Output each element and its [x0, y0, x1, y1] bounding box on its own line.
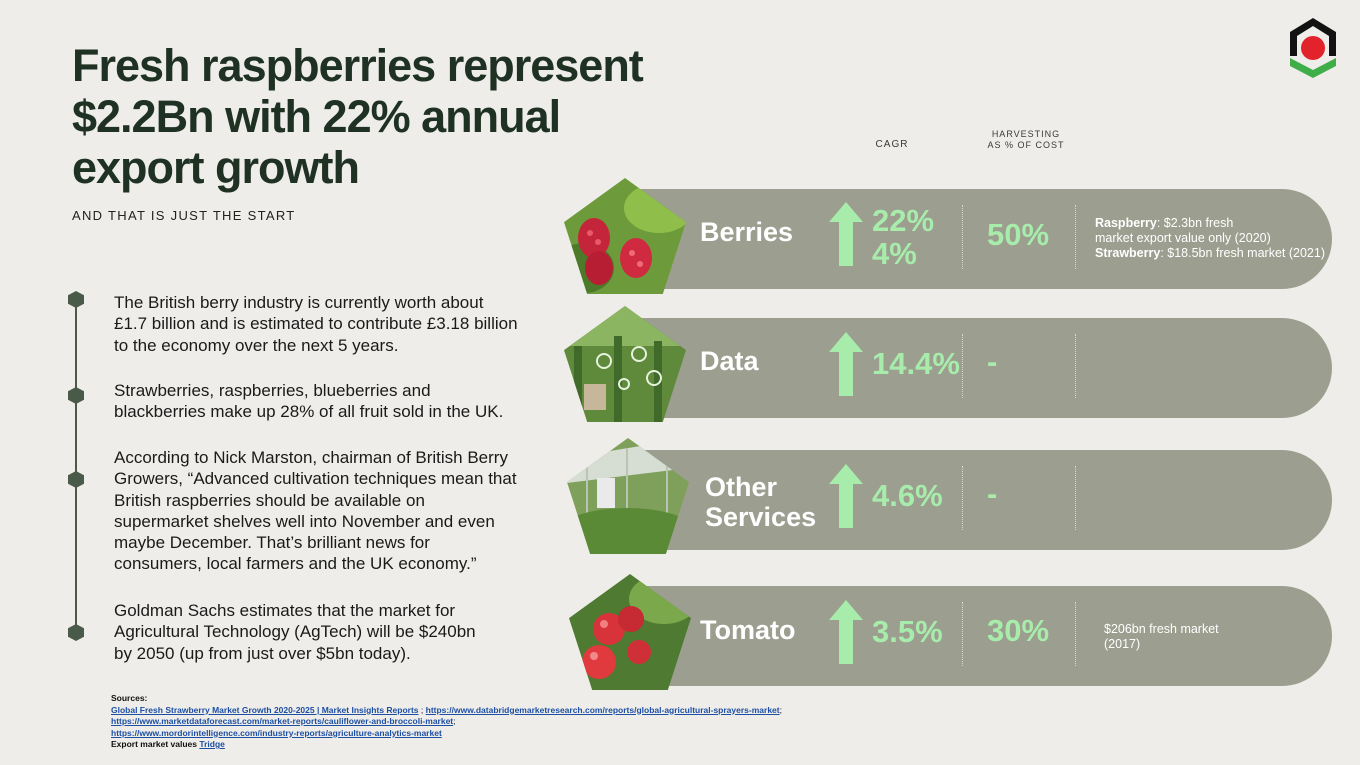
- up-arrow-icon: [829, 202, 863, 266]
- harvesting-value-berries: 50%: [987, 217, 1050, 252]
- sources: Sources: Global Fresh Strawberry Market …: [111, 693, 782, 749]
- sources-label: Sources:: [111, 693, 148, 703]
- page-title: Fresh raspberries represent $2.2Bn with …: [72, 40, 652, 193]
- card-tomato: [620, 586, 1332, 686]
- column-divider: [962, 205, 963, 269]
- source-link-tridge[interactable]: Tridge: [199, 739, 225, 749]
- column-header-cagr: CAGR: [875, 139, 909, 150]
- paragraph-quote: According to Nick Marston, chairman of B…: [114, 448, 517, 574]
- category-label-tomato: Tomato: [700, 615, 796, 645]
- cagr-value-berries: 22% 4%: [872, 203, 935, 271]
- cagr-value-other-services: 4.6%: [872, 478, 943, 513]
- hexagon-bullet-icon: [68, 471, 84, 488]
- title-line-2: $2.2Bn with 22% annual: [72, 91, 561, 142]
- column-header-harvesting: HARVESTING AS % OF COST: [987, 129, 1065, 150]
- title-line-3: export growth: [72, 142, 360, 193]
- card-data: [620, 318, 1332, 418]
- title-line-1: Fresh raspberries represent: [72, 40, 644, 91]
- column-divider: [962, 334, 963, 398]
- up-arrow-icon: [829, 464, 863, 528]
- hexagon-bullet-icon: [68, 387, 84, 404]
- hexagon-bullet-icon: [68, 624, 84, 641]
- up-arrow-icon: [829, 600, 863, 664]
- paragraph-industry-worth: The British berry industry is currently …: [114, 293, 518, 355]
- note-berries: Raspberry: $2.3bn fresh market export va…: [1095, 216, 1325, 260]
- cagr-value-tomato: 3.5%: [872, 614, 943, 649]
- source-link-databridge[interactable]: https://www.databridgemarketresearch.com…: [425, 704, 780, 715]
- timeline-line: [75, 300, 77, 634]
- hexagon-bullet-icon: [68, 291, 84, 308]
- up-arrow-icon: [829, 332, 863, 396]
- column-divider: [1075, 466, 1076, 530]
- harvesting-value-other-services: -: [987, 476, 998, 511]
- paragraph-fruit-share: Strawberries, raspberries, blueberries a…: [114, 381, 504, 422]
- column-divider: [962, 466, 963, 530]
- column-divider: [1075, 334, 1076, 398]
- page-subtitle: AND THAT IS JUST THE START: [72, 208, 296, 223]
- category-label-berries: Berries: [700, 217, 794, 247]
- paragraph-agtech: Goldman Sachs estimates that the market …: [114, 601, 476, 663]
- harvesting-value-tomato: 30%: [987, 613, 1050, 648]
- source-link-marketdataforecast[interactable]: https://www.marketdataforecast.com/marke…: [111, 716, 454, 726]
- card-other-services: [620, 450, 1332, 550]
- cagr-value-data: 14.4%: [872, 346, 960, 381]
- harvesting-value-data: -: [987, 344, 998, 379]
- category-label-data: Data: [700, 346, 759, 376]
- column-divider: [962, 602, 963, 666]
- export-values-label: Export market values: [111, 739, 200, 749]
- category-label-other-services: Other Services: [705, 472, 817, 532]
- card-berries: [620, 189, 1332, 289]
- column-divider: [1075, 602, 1076, 666]
- note-tomato: $206bn fresh market (2017): [1104, 622, 1219, 651]
- source-link-strawberry-market[interactable]: Global Fresh Strawberry Market Growth 20…: [111, 704, 419, 715]
- source-link-mordor[interactable]: https://www.mordorintelligence.com/indus…: [111, 727, 442, 738]
- column-divider: [1075, 205, 1076, 269]
- house-strawberry-logo-icon: [1286, 16, 1340, 80]
